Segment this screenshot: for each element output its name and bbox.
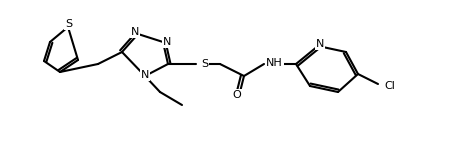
Text: S: S bbox=[65, 19, 73, 29]
Text: N: N bbox=[141, 70, 149, 80]
Text: N: N bbox=[316, 39, 324, 49]
Text: S: S bbox=[201, 59, 208, 69]
Text: N: N bbox=[131, 27, 139, 37]
Text: N: N bbox=[163, 37, 171, 47]
Text: O: O bbox=[232, 90, 242, 100]
Text: NH: NH bbox=[266, 58, 283, 68]
Text: Cl: Cl bbox=[384, 81, 395, 91]
